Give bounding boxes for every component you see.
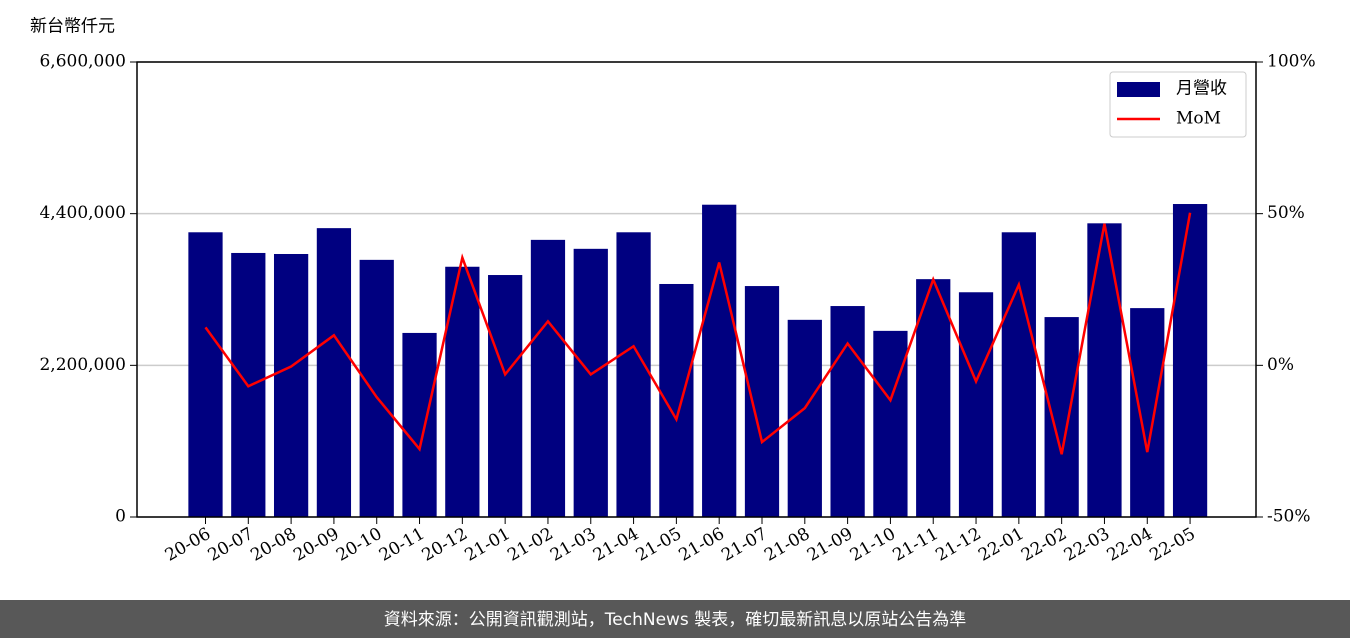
- bar: [188, 232, 223, 517]
- bar: [530, 239, 566, 517]
- x-tick-label: 22-04: [1104, 524, 1156, 566]
- x-tick-label: 20-07: [205, 524, 257, 566]
- bar: [873, 330, 908, 517]
- bar: [616, 232, 651, 517]
- bar: [1087, 223, 1122, 517]
- y-tick-label: 0: [115, 507, 126, 527]
- y2-tick-label: -50%: [1267, 507, 1311, 527]
- bar: [1130, 308, 1165, 517]
- x-tick-label: 21-06: [675, 524, 727, 566]
- bar: [1172, 204, 1208, 518]
- bar: [958, 292, 994, 517]
- bar: [316, 228, 352, 518]
- x-tick-label: 20-06: [162, 524, 214, 566]
- legend-label: 月營收: [1176, 79, 1227, 99]
- bar: [488, 275, 523, 517]
- bar: [1001, 232, 1036, 517]
- y-tick-label: 4,400,000: [39, 203, 126, 223]
- x-tick-label: 22-05: [1146, 524, 1198, 566]
- legend-label: MoM: [1176, 109, 1221, 129]
- bar: [402, 332, 437, 517]
- x-tick-label: 21-12: [932, 524, 984, 566]
- footer-bar: [0, 600, 1350, 638]
- bar: [702, 204, 737, 518]
- y2-tick-label: 100%: [1267, 52, 1316, 72]
- x-tick-label: 20-10: [333, 524, 385, 566]
- bar: [916, 279, 951, 517]
- x-tick-label: 21-01: [461, 524, 513, 566]
- legend-swatch: [1117, 82, 1160, 97]
- x-tick-label: 22-03: [1061, 524, 1113, 566]
- bar: [445, 266, 480, 517]
- y2-tick-label: 0%: [1267, 355, 1294, 375]
- footer-text: 資料來源：公開資訊觀測站，TechNews 製表，確切最新訊息以原站公告為準: [384, 610, 966, 630]
- x-tick-label: 21-04: [590, 524, 642, 566]
- x-tick-label: 20-11: [376, 524, 428, 566]
- x-tick-label: 21-08: [761, 524, 813, 566]
- x-tick-label: 21-09: [804, 524, 856, 566]
- y-unit-label: 新台幣仟元: [30, 17, 115, 37]
- bar: [830, 306, 865, 517]
- y-tick-label: 2,200,000: [39, 355, 126, 375]
- x-tick-label: 21-10: [847, 524, 899, 566]
- x-tick-label: 20-08: [247, 524, 299, 566]
- x-tick-label: 20-12: [419, 524, 471, 566]
- bar: [359, 259, 394, 517]
- x-tick-label: 21-03: [547, 524, 599, 566]
- x-tick-label: 21-07: [718, 524, 770, 566]
- line: [204, 212, 1192, 455]
- plot-frame: [136, 61, 1257, 518]
- x-tick-label: 22-02: [1018, 524, 1070, 566]
- bar: [744, 286, 780, 517]
- x-tick-label: 21-02: [504, 524, 556, 566]
- y-tick-label: 6,600,000: [39, 52, 126, 72]
- bar: [1044, 317, 1079, 517]
- x-tick-label: 22-01: [975, 524, 1027, 566]
- x-tick-label: 21-11: [890, 524, 942, 566]
- bar: [273, 253, 309, 517]
- y2-tick-label: 50%: [1267, 203, 1305, 223]
- bar: [573, 248, 608, 518]
- x-tick-label: 20-09: [290, 524, 342, 566]
- x-tick-label: 21-05: [633, 524, 685, 566]
